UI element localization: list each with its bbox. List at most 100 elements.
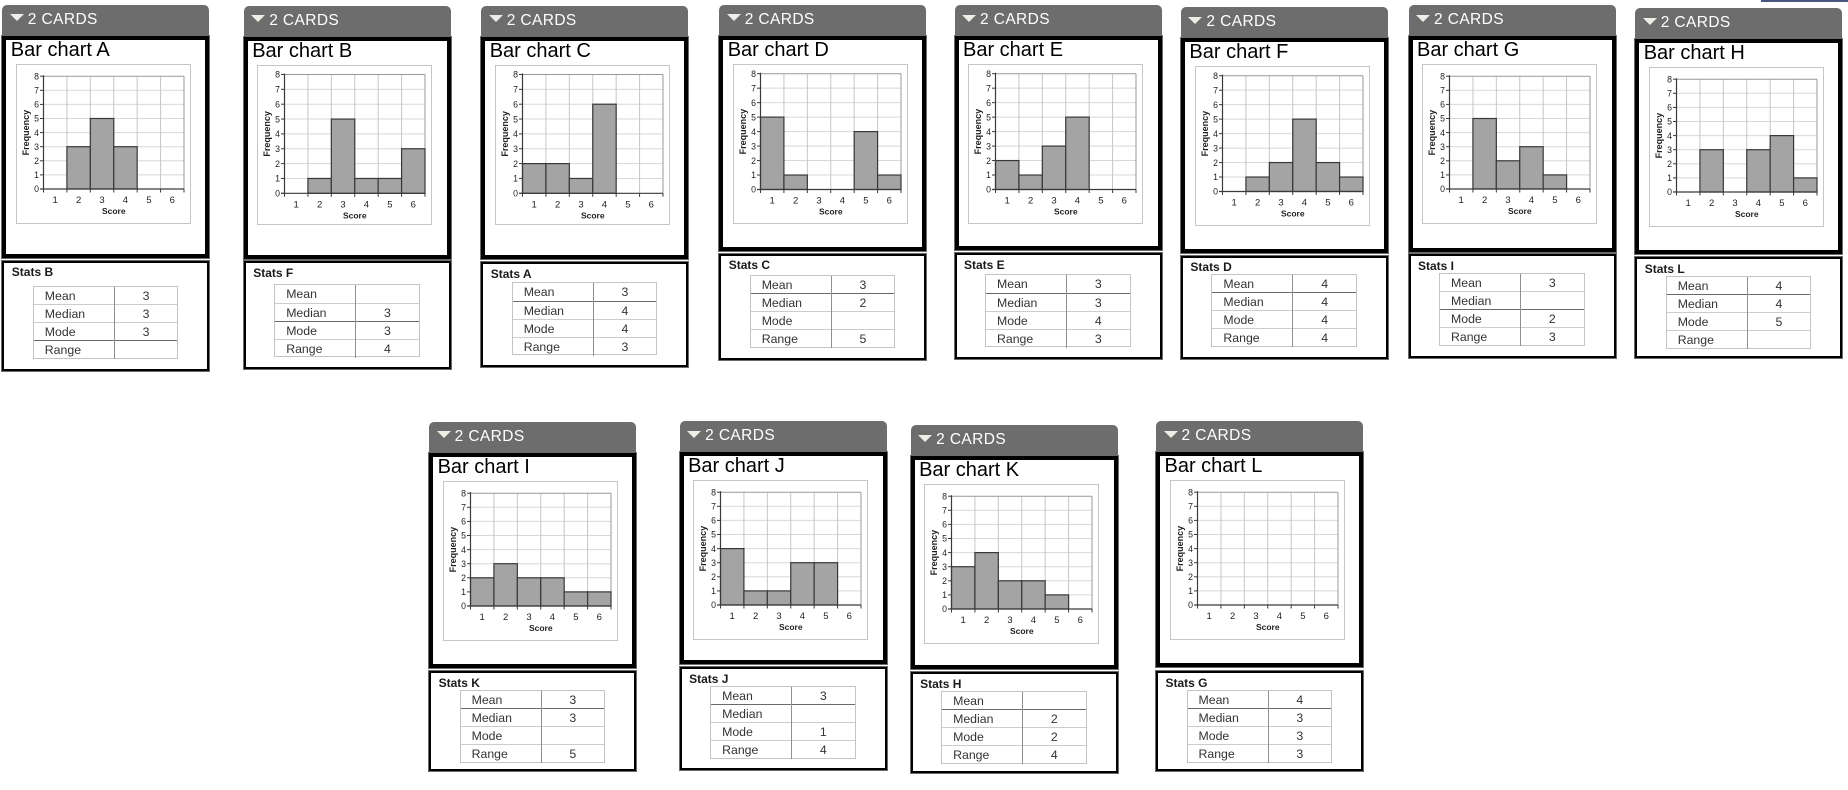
svg-text:0: 0 — [712, 600, 717, 610]
svg-text:Frequency: Frequency — [973, 109, 983, 155]
svg-text:0: 0 — [986, 185, 991, 195]
svg-text:7: 7 — [751, 83, 756, 93]
svg-text:3: 3 — [751, 141, 756, 151]
svg-text:8: 8 — [986, 69, 991, 79]
svg-text:6: 6 — [712, 516, 717, 526]
svg-text:5: 5 — [863, 195, 868, 206]
svg-text:2: 2 — [34, 156, 39, 166]
svg-text:2: 2 — [276, 158, 281, 168]
svg-text:2: 2 — [1440, 156, 1445, 166]
svg-text:3: 3 — [526, 612, 531, 623]
svg-text:6: 6 — [887, 195, 892, 206]
svg-text:1: 1 — [461, 587, 466, 597]
svg-text:5: 5 — [1213, 115, 1218, 125]
svg-text:3: 3 — [1440, 142, 1445, 152]
svg-text:Frequency: Frequency — [262, 111, 272, 157]
svg-text:1: 1 — [1686, 198, 1691, 209]
svg-text:6: 6 — [1576, 195, 1581, 206]
svg-text:1: 1 — [943, 590, 948, 600]
svg-text:5: 5 — [712, 530, 717, 540]
svg-text:Frequency: Frequency — [1199, 111, 1209, 157]
svg-text:7: 7 — [1667, 89, 1672, 99]
svg-text:6: 6 — [751, 98, 756, 108]
svg-text:3: 3 — [816, 195, 821, 206]
svg-text:Score: Score — [1010, 626, 1034, 636]
svg-text:7: 7 — [513, 84, 518, 94]
svg-text:6: 6 — [170, 195, 175, 206]
svg-text:4: 4 — [1301, 198, 1306, 209]
svg-text:7: 7 — [1213, 86, 1218, 96]
svg-text:3: 3 — [1667, 145, 1672, 155]
svg-text:5: 5 — [824, 611, 829, 622]
svg-text:6: 6 — [461, 516, 466, 526]
svg-text:5: 5 — [573, 612, 578, 623]
svg-text:1: 1 — [34, 170, 39, 180]
svg-text:5: 5 — [943, 534, 948, 544]
svg-text:0: 0 — [276, 188, 281, 198]
svg-text:8: 8 — [712, 488, 717, 498]
svg-text:1: 1 — [1667, 173, 1672, 183]
svg-text:Score: Score — [1281, 209, 1305, 219]
svg-text:5: 5 — [1099, 196, 1104, 207]
svg-text:7: 7 — [986, 84, 991, 94]
svg-text:3: 3 — [1188, 558, 1193, 568]
svg-text:3: 3 — [1253, 611, 1258, 622]
svg-text:1: 1 — [1440, 170, 1445, 180]
svg-text:3: 3 — [513, 143, 518, 153]
svg-text:2: 2 — [986, 156, 991, 166]
svg-text:8: 8 — [1440, 72, 1445, 82]
svg-text:4: 4 — [513, 129, 518, 139]
svg-text:2: 2 — [943, 576, 948, 586]
svg-text:4: 4 — [1213, 129, 1218, 139]
svg-text:0: 0 — [1188, 601, 1193, 611]
svg-text:2: 2 — [555, 199, 560, 210]
svg-text:Frequency: Frequency — [1654, 113, 1664, 159]
svg-text:0: 0 — [751, 184, 756, 194]
svg-text:5: 5 — [1779, 198, 1784, 209]
svg-text:5: 5 — [388, 199, 393, 210]
svg-text:4: 4 — [1529, 195, 1534, 206]
svg-text:5: 5 — [1055, 615, 1060, 626]
svg-text:8: 8 — [461, 488, 466, 498]
svg-text:8: 8 — [34, 71, 39, 81]
svg-text:3: 3 — [1213, 143, 1218, 153]
svg-text:Frequency: Frequency — [500, 111, 510, 157]
svg-text:8: 8 — [1213, 71, 1218, 81]
svg-text:Frequency: Frequency — [698, 526, 708, 572]
svg-text:1: 1 — [276, 173, 281, 183]
svg-text:7: 7 — [1188, 502, 1193, 512]
svg-text:2: 2 — [1255, 198, 1260, 209]
svg-text:4: 4 — [1440, 128, 1445, 138]
svg-text:3: 3 — [578, 199, 583, 210]
svg-text:1: 1 — [479, 612, 484, 623]
svg-text:4: 4 — [712, 544, 717, 554]
svg-text:2: 2 — [1667, 159, 1672, 169]
svg-text:Score: Score — [1054, 207, 1078, 217]
svg-text:0: 0 — [461, 601, 466, 611]
svg-text:6: 6 — [943, 520, 948, 530]
svg-text:2: 2 — [753, 611, 758, 622]
svg-text:2: 2 — [1028, 196, 1033, 207]
svg-text:7: 7 — [461, 502, 466, 512]
svg-text:1: 1 — [294, 199, 299, 210]
svg-text:5: 5 — [34, 113, 39, 123]
svg-text:Score: Score — [1256, 622, 1280, 632]
svg-text:1: 1 — [1231, 198, 1236, 209]
svg-text:0: 0 — [943, 604, 948, 614]
svg-text:8: 8 — [943, 492, 948, 502]
svg-text:Score: Score — [1735, 209, 1759, 219]
svg-text:8: 8 — [751, 69, 756, 79]
svg-text:8: 8 — [276, 69, 281, 79]
svg-text:2: 2 — [513, 158, 518, 168]
svg-text:Frequency: Frequency — [929, 530, 939, 576]
svg-text:Frequency: Frequency — [448, 526, 458, 572]
svg-text:4: 4 — [943, 548, 948, 558]
svg-text:3: 3 — [1052, 196, 1057, 207]
svg-text:1: 1 — [770, 195, 775, 206]
svg-text:6: 6 — [276, 99, 281, 109]
svg-text:6: 6 — [597, 612, 602, 623]
svg-text:4: 4 — [123, 195, 128, 206]
svg-text:5: 5 — [461, 530, 466, 540]
svg-text:6: 6 — [1667, 103, 1672, 113]
svg-text:2: 2 — [461, 573, 466, 583]
